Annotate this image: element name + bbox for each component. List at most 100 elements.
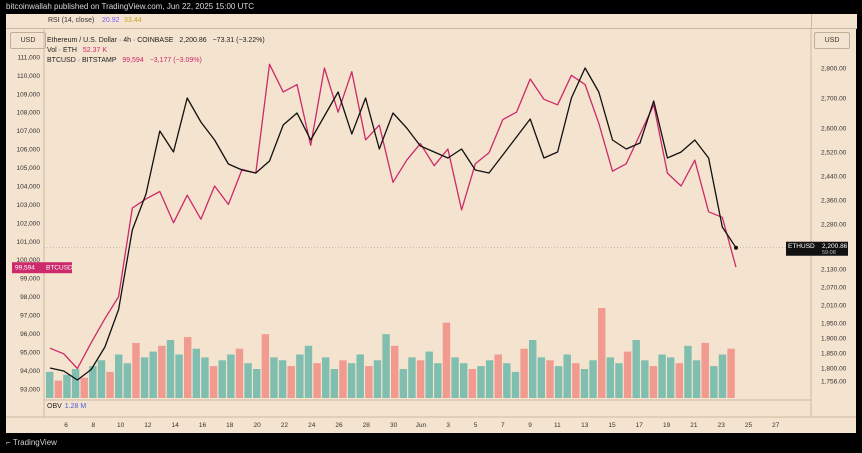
publisher-text: bitcoinwallah published on TradingView.c… [6, 2, 255, 11]
volume-bar [356, 354, 364, 398]
left-scale-currency-button[interactable]: USD [10, 32, 46, 49]
volume-bar [520, 348, 528, 398]
volume-bar [235, 348, 244, 398]
volume-bar [365, 366, 373, 398]
volume-bar [416, 360, 425, 398]
volume-bar [201, 357, 209, 398]
volume-bar [80, 377, 88, 398]
x-axis-tick-label: 8 [91, 422, 95, 429]
x-axis-tick-label: 12 [144, 422, 152, 429]
left-axis-tick-label: 95,000 [20, 349, 40, 356]
eth-last-point [734, 245, 738, 250]
right-axis-tick-label: 2,130.00 [821, 267, 847, 274]
legend-eth-price: 2,200.86 [179, 37, 207, 44]
volume-bar [718, 354, 727, 398]
right-axis-tick-label: 1,800.00 [821, 366, 847, 373]
footer-bar: ⌐ TradingView [0, 433, 862, 453]
right-axis-tick-label: 1,850.00 [821, 351, 847, 358]
rsi-indicator-strip[interactable]: RSI (14, close) 20.92 33.44 [6, 14, 811, 29]
volume-bar [485, 360, 494, 398]
legend-row-volume[interactable]: Vol · ETH 52.37 K [47, 46, 265, 56]
legend-row-eth[interactable]: Ethereum / U.S. Dollar · 4h · COINBASE 2… [47, 36, 265, 46]
left-axis-tick-label: 110,000 [17, 73, 40, 80]
left-axis-tick-label: 99,000 [20, 276, 40, 283]
left-axis-tick-label: 108,000 [17, 110, 41, 117]
right-axis-tick-label: 2,800.00 [821, 66, 847, 73]
volume-bar [322, 357, 330, 398]
x-axis-tick-label: 30 [390, 422, 398, 429]
x-axis-tick-label: 3 [446, 422, 450, 429]
volume-bar [425, 351, 433, 398]
left-axis-tick-label: 104,000 [17, 183, 41, 190]
btcusd-price-tag [12, 262, 72, 274]
brand-label: TradingView [12, 438, 57, 447]
volume-bar [649, 366, 658, 398]
volume-bar [296, 354, 304, 398]
volume-bar [149, 351, 157, 398]
volume-bar [339, 360, 347, 398]
right-axis-tick-label: 1,900.00 [821, 336, 847, 343]
volume-bar [270, 357, 278, 398]
volume-bar [391, 345, 399, 398]
x-axis-tick-label: 6 [64, 422, 68, 429]
obv-label: OBV [47, 403, 62, 410]
volume-bar [166, 340, 175, 398]
x-axis-tick-label: 26 [335, 422, 343, 429]
volume-bar [408, 357, 416, 398]
tradingview-logo[interactable]: ⌐ TradingView [6, 433, 57, 453]
legend-btc-price: 99,594 [122, 57, 144, 64]
x-axis-tick-label: 17 [636, 422, 644, 429]
btcusd-tag-label: BTCUSD [46, 265, 73, 272]
legend-vol-value: 52.37 K [82, 47, 108, 54]
x-axis-tick-label: 24 [308, 422, 316, 429]
volume-bar [529, 340, 537, 398]
volume-bar [658, 354, 666, 398]
right-scale-currency-button[interactable]: USD [814, 32, 850, 49]
x-axis-tick-label: 19 [663, 422, 671, 429]
legend-btc-symbol: BTCUSD · BITSTAMP [47, 57, 117, 64]
volume-bar [692, 360, 701, 398]
volume-bar [494, 354, 502, 398]
volume-bar [598, 308, 606, 398]
ethusd-tag-value: 2,200.86 [822, 243, 848, 250]
legend-eth-change: −73.31 (−3.22%) [212, 37, 265, 44]
rsi-value: 20.92 [102, 17, 120, 24]
volume-bar [184, 337, 192, 398]
volume-bar [244, 363, 252, 398]
x-axis-tick-label: 21 [690, 422, 698, 429]
volume-bar [710, 366, 718, 398]
volume-bar [313, 363, 321, 398]
volume-bar [399, 369, 408, 398]
volume-bar [46, 371, 54, 398]
volume-bar [63, 374, 71, 398]
volume-bar [563, 354, 571, 398]
rsi-label: RSI (14, close) [48, 17, 95, 24]
left-axis-tick-label: 102,000 [17, 220, 41, 227]
ethusd-tag-countdown: 59:08 [822, 250, 836, 256]
legend-row-btc[interactable]: BTCUSD · BITSTAMP 99,594 −3,177 (−3.09%) [47, 56, 265, 66]
obv-indicator[interactable]: OBV 1.28 M [47, 403, 86, 410]
right-axis-tick-label: 2,440.00 [821, 174, 847, 181]
rsi-price-scale [811, 14, 857, 29]
volume-bar [106, 371, 114, 398]
x-axis-tick-label: 5 [474, 422, 478, 429]
publisher-bar: bitcoinwallah published on TradingView.c… [0, 0, 862, 14]
right-axis-tick-label: 2,600.00 [821, 126, 847, 133]
left-axis-tick-label: 98,000 [20, 294, 40, 301]
left-axis-tick-label: 100,000 [17, 257, 41, 264]
volume-bar [89, 366, 97, 398]
volume-bar [287, 366, 295, 398]
left-axis-tick-label: 101,000 [17, 239, 41, 246]
left-axis-tick-label: 94,000 [20, 368, 40, 375]
obv-value: 1.28 M [64, 403, 87, 410]
btcusd-tag-value: 99,594 [15, 265, 35, 272]
eth-price-line [49, 67, 737, 381]
ethusd-tag-label: ETHUSD [788, 243, 815, 250]
volume-bar [589, 360, 597, 398]
volume-bar [632, 340, 640, 398]
x-axis-tick-label: 18 [226, 422, 234, 429]
volume-bar [218, 360, 226, 398]
x-axis-tick-label: 7 [501, 422, 505, 429]
left-axis-tick-label: 106,000 [17, 147, 41, 154]
